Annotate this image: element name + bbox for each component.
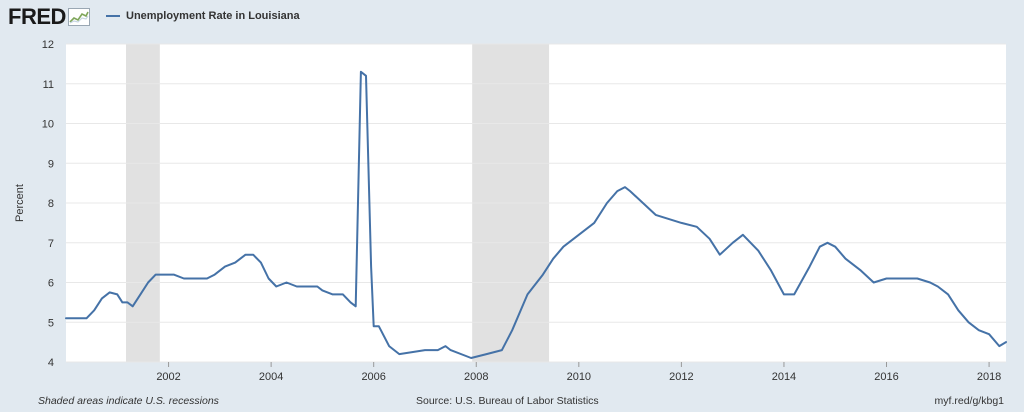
y-tick-label-4: 4: [48, 357, 54, 369]
y-tick-label-7: 7: [48, 238, 54, 250]
y-tick-label-9: 9: [48, 158, 54, 170]
legend-label: Unemployment Rate in Louisiana: [126, 10, 300, 22]
y-tick-label-6: 6: [48, 278, 54, 290]
y-tick-label-11: 11: [43, 79, 54, 91]
short-url[interactable]: myf.red/g/kbg1: [934, 395, 1004, 407]
x-tick-label-2012: 2012: [669, 371, 693, 383]
fred-logo-text: FRED: [8, 4, 66, 29]
x-tick-label-2016: 2016: [874, 371, 898, 383]
x-tick-label-2006: 2006: [361, 371, 385, 383]
series-line-1: [65, 70, 1007, 359]
x-tick-label-2004: 2004: [259, 371, 283, 383]
x-tick-label-2002: 2002: [156, 371, 180, 383]
x-tick-label-2018: 2018: [977, 371, 1001, 383]
line-chart-icon: [67, 8, 90, 26]
x-tick-label-2010: 2010: [567, 371, 591, 383]
y-tick-label-8: 8: [48, 198, 54, 210]
fred-logo[interactable]: FRED: [8, 4, 90, 30]
recession-note: Shaded areas indicate U.S. recessions: [38, 395, 219, 407]
x-tick-label-2008: 2008: [464, 371, 488, 383]
y-tick-label-12: 12: [42, 39, 54, 51]
y-axis-title: Percent: [14, 184, 26, 222]
y-tick-label-10: 10: [42, 119, 54, 131]
y-tick-label-5: 5: [48, 317, 54, 329]
source-note[interactable]: Source: U.S. Bureau of Labor Statistics: [416, 395, 599, 407]
x-tick-label-2014: 2014: [772, 371, 796, 383]
legend-swatch: [106, 15, 120, 17]
chart-legend[interactable]: Unemployment Rate in Louisiana: [106, 10, 300, 22]
